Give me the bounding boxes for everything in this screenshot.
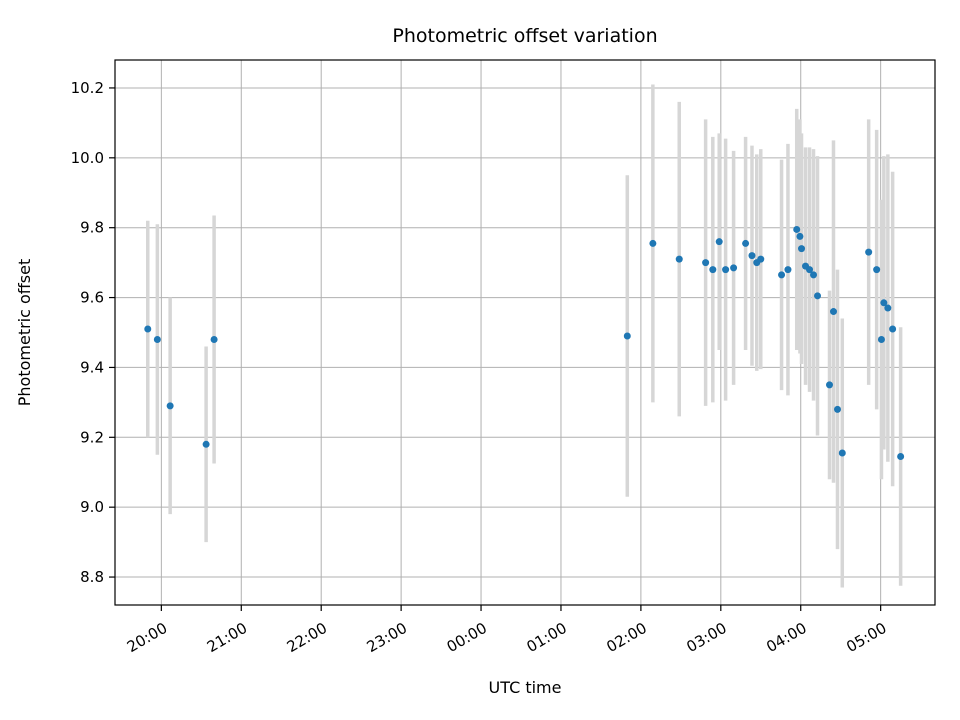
x-tick-label: 01:00 bbox=[524, 619, 570, 656]
data-point bbox=[623, 332, 631, 340]
y-axis-label: Photometric offset bbox=[15, 259, 34, 407]
data-point bbox=[730, 264, 738, 272]
data-point bbox=[742, 239, 750, 247]
data-point bbox=[210, 335, 218, 343]
data-point bbox=[877, 335, 885, 343]
data-point bbox=[829, 308, 837, 316]
data-point bbox=[897, 453, 905, 461]
data-point bbox=[889, 325, 897, 333]
y-tick-label: 9.4 bbox=[80, 358, 104, 376]
data-point bbox=[793, 225, 801, 233]
x-tick-label: 02:00 bbox=[603, 619, 649, 656]
y-tick-label: 10.2 bbox=[71, 79, 104, 97]
data-point bbox=[806, 266, 814, 274]
data-point bbox=[833, 405, 841, 413]
y-tick-label: 9.2 bbox=[80, 428, 104, 446]
data-point bbox=[810, 271, 818, 279]
x-tick-label: 20:00 bbox=[124, 619, 170, 656]
data-point bbox=[796, 232, 804, 240]
data-point bbox=[880, 299, 888, 307]
axis-frame bbox=[114, 59, 936, 606]
data-point bbox=[778, 271, 786, 279]
data-point bbox=[715, 238, 723, 246]
data-point bbox=[709, 266, 717, 274]
data-point bbox=[757, 255, 765, 263]
chart-title: Photometric offset variation bbox=[392, 25, 657, 47]
data-point bbox=[748, 252, 756, 260]
y-tick-label: 10.0 bbox=[71, 149, 104, 167]
x-tick-label: 00:00 bbox=[444, 619, 490, 656]
y-tick-label: 9.0 bbox=[80, 498, 104, 516]
y-tick-label: 9.8 bbox=[80, 219, 104, 237]
data-point bbox=[202, 440, 210, 448]
data-point bbox=[144, 325, 152, 333]
x-tick-label: 22:00 bbox=[284, 619, 330, 656]
y-tick-label: 8.8 bbox=[80, 568, 104, 586]
y-tick-label: 9.6 bbox=[80, 289, 104, 307]
data-point bbox=[675, 255, 683, 263]
data-point bbox=[838, 449, 846, 457]
data-point bbox=[814, 292, 822, 300]
data-point bbox=[884, 304, 892, 312]
data-point bbox=[784, 266, 792, 274]
data-point bbox=[873, 266, 881, 274]
x-tick-label: 04:00 bbox=[763, 619, 809, 656]
x-tick-label: 21:00 bbox=[204, 619, 250, 656]
data-point bbox=[166, 402, 174, 410]
data-point bbox=[722, 266, 730, 274]
data-point bbox=[649, 239, 657, 247]
data-point bbox=[826, 381, 834, 389]
data-point bbox=[153, 335, 161, 343]
x-tick-label: 05:00 bbox=[843, 619, 889, 656]
x-tick-label: 03:00 bbox=[683, 619, 729, 656]
data-point bbox=[798, 245, 806, 253]
x-axis-label: UTC time bbox=[489, 678, 562, 697]
x-tick-label: 23:00 bbox=[364, 619, 410, 656]
data-point bbox=[702, 259, 710, 267]
data-point bbox=[865, 248, 873, 256]
